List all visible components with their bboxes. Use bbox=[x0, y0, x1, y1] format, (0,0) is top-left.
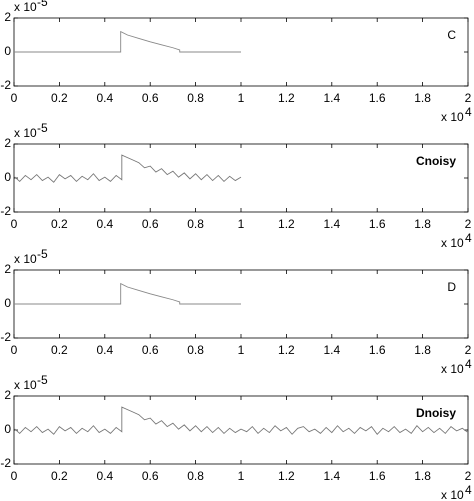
x-tick-label: 1.4 bbox=[323, 469, 340, 483]
y-tick-label: -2 bbox=[0, 78, 11, 92]
x-tick-label: 0.6 bbox=[142, 343, 159, 357]
x-multiplier: x 10 bbox=[441, 362, 464, 376]
y-multiplier-exponent: -5 bbox=[37, 373, 48, 387]
x-tick-label: 1.2 bbox=[278, 217, 295, 231]
x-tick-label: 1.8 bbox=[414, 469, 431, 483]
x-tick-label: 1.8 bbox=[414, 343, 431, 357]
x-tick-label: 0.6 bbox=[142, 217, 159, 231]
x-tick-label: 0.2 bbox=[51, 91, 68, 105]
y-tick-label: 2 bbox=[4, 262, 11, 276]
x-tick-label: 0.2 bbox=[51, 469, 68, 483]
x-tick-label: 0 bbox=[11, 91, 18, 105]
x-tick-label: 0.8 bbox=[187, 343, 204, 357]
y-tick-label: 0 bbox=[4, 44, 11, 58]
x-tick-label: 1 bbox=[238, 91, 245, 105]
y-tick-label: -2 bbox=[0, 204, 11, 218]
y-tick-label: 2 bbox=[4, 388, 11, 402]
x-tick-label: 0.8 bbox=[187, 217, 204, 231]
x-tick-label: 0.2 bbox=[51, 217, 68, 231]
x-multiplier: x 10 bbox=[441, 236, 464, 250]
x-tick-label: 0.4 bbox=[96, 217, 113, 231]
x-tick-label: 1.6 bbox=[369, 343, 386, 357]
x-tick-label: 1 bbox=[238, 469, 245, 483]
x-multiplier: x 10 bbox=[441, 110, 464, 124]
y-tick-label: -2 bbox=[0, 456, 11, 470]
x-tick-label: 2 bbox=[465, 343, 472, 357]
x-tick-label: 1.2 bbox=[278, 469, 295, 483]
panel-title: C bbox=[447, 28, 456, 42]
panel-title: Cnoisy bbox=[416, 154, 456, 168]
y-tick-label: 2 bbox=[4, 10, 11, 24]
x-tick-label: 0.8 bbox=[187, 91, 204, 105]
y-tick-label: 2 bbox=[4, 136, 11, 150]
x-tick-label: 1.8 bbox=[414, 217, 431, 231]
x-multiplier: x 10 bbox=[441, 488, 464, 501]
panel-title: Dnoisy bbox=[416, 406, 456, 420]
x-tick-label: 1.6 bbox=[369, 91, 386, 105]
y-tick-label: 0 bbox=[4, 422, 11, 436]
y-multiplier: x 10 bbox=[14, 378, 37, 392]
axes-box bbox=[13, 143, 469, 213]
x-tick-label: 0 bbox=[11, 343, 18, 357]
x-tick-label: 0.2 bbox=[51, 343, 68, 357]
x-tick-label: 1 bbox=[238, 217, 245, 231]
signal-line bbox=[13, 406, 469, 435]
y-multiplier-exponent: -5 bbox=[37, 0, 48, 9]
x-tick-label: 2 bbox=[465, 469, 472, 483]
x-tick-label: 2 bbox=[465, 217, 472, 231]
x-tick-label: 0.6 bbox=[142, 91, 159, 105]
x-tick-label: 1.2 bbox=[278, 91, 295, 105]
x-multiplier-exponent: 4 bbox=[465, 483, 472, 497]
x-multiplier-exponent: 4 bbox=[465, 105, 472, 119]
axes-box bbox=[13, 395, 469, 465]
x-tick-label: 1.6 bbox=[369, 217, 386, 231]
x-tick-label: 1.8 bbox=[414, 91, 431, 105]
x-tick-label: 0.4 bbox=[96, 343, 113, 357]
x-tick-label: 0.4 bbox=[96, 91, 113, 105]
y-multiplier-exponent: -5 bbox=[37, 121, 48, 135]
y-tick-label: -2 bbox=[0, 330, 11, 344]
x-tick-label: 0 bbox=[11, 217, 18, 231]
x-multiplier-exponent: 4 bbox=[465, 357, 472, 371]
y-tick-label: 0 bbox=[4, 296, 11, 310]
x-tick-label: 1.4 bbox=[323, 217, 340, 231]
x-tick-label: 2 bbox=[465, 91, 472, 105]
y-multiplier: x 10 bbox=[14, 252, 37, 266]
x-tick-label: 1.2 bbox=[278, 343, 295, 357]
y-multiplier: x 10 bbox=[14, 0, 37, 14]
signal-line bbox=[14, 282, 241, 305]
x-tick-label: 1.4 bbox=[323, 91, 340, 105]
x-multiplier-exponent: 4 bbox=[465, 231, 472, 245]
x-tick-label: 0.4 bbox=[96, 469, 113, 483]
x-tick-label: 0.6 bbox=[142, 469, 159, 483]
signal-line bbox=[13, 154, 242, 183]
signal-line bbox=[14, 30, 241, 53]
x-tick-label: 1 bbox=[238, 343, 245, 357]
x-tick-label: 0 bbox=[11, 469, 18, 483]
x-tick-label: 1.6 bbox=[369, 469, 386, 483]
panel-title: D bbox=[447, 280, 456, 294]
x-tick-label: 1.4 bbox=[323, 343, 340, 357]
y-tick-label: 0 bbox=[4, 170, 11, 184]
y-multiplier-exponent: -5 bbox=[37, 247, 48, 261]
y-multiplier: x 10 bbox=[14, 126, 37, 140]
x-tick-label: 0.8 bbox=[187, 469, 204, 483]
